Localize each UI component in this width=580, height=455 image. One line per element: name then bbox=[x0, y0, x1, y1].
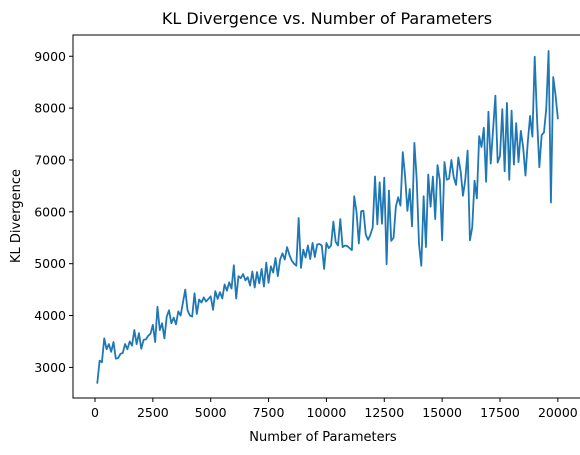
y-tick-label: 8000 bbox=[34, 101, 66, 116]
y-axis-label: KL Divergence bbox=[9, 169, 24, 263]
x-tick-label: 15000 bbox=[422, 405, 462, 420]
series-line-kl-divergence bbox=[97, 51, 558, 383]
x-tick-label: 20000 bbox=[538, 405, 578, 420]
plot-area-frame bbox=[73, 35, 580, 398]
x-tick-label: 7500 bbox=[253, 405, 285, 420]
x-tick-label: 0 bbox=[91, 405, 99, 420]
x-tick-label: 10000 bbox=[307, 405, 347, 420]
x-tick-label: 5000 bbox=[195, 405, 227, 420]
x-tick-label: 17500 bbox=[480, 405, 520, 420]
x-tick-label: 2500 bbox=[137, 405, 169, 420]
x-tick-label: 12500 bbox=[364, 405, 404, 420]
chart-title: KL Divergence vs. Number of Parameters bbox=[162, 9, 492, 28]
y-tick-label: 3000 bbox=[34, 360, 66, 375]
y-tick-label: 6000 bbox=[34, 204, 66, 219]
y-tick-label: 9000 bbox=[34, 49, 66, 64]
y-tick-label: 4000 bbox=[34, 308, 66, 323]
x-axis-label: Number of Parameters bbox=[249, 430, 397, 445]
y-tick-label: 5000 bbox=[34, 256, 66, 271]
y-tick-label: 7000 bbox=[34, 152, 66, 167]
y-axis: 3000 4000 5000 6000 7000 8000 9000 bbox=[34, 49, 73, 375]
x-axis: 0 2500 5000 7500 10000 12500 15000 17500 20000 bbox=[91, 398, 578, 420]
